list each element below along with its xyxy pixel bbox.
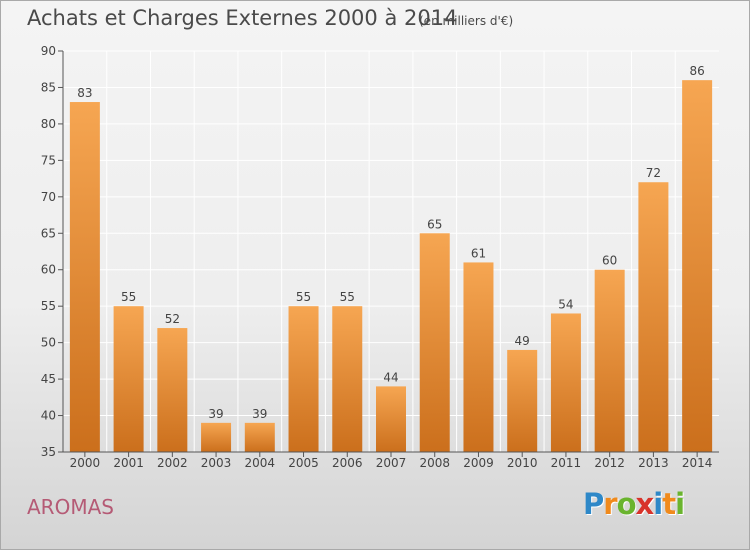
- data-label: 52: [165, 312, 180, 326]
- x-tick-label: 2011: [551, 456, 582, 470]
- y-tick-label: 35: [41, 445, 56, 459]
- y-tick-label: 80: [41, 117, 56, 131]
- x-tick-label: 2002: [157, 456, 188, 470]
- bar: [288, 306, 319, 452]
- commune-name: AROMAS: [27, 495, 114, 519]
- axes: 35 40 45 50 55 60 65 70 75 80 85 90 2000 2001 2002 2003…: [41, 44, 719, 470]
- bar: [113, 306, 144, 452]
- logo-letter: i: [653, 487, 663, 521]
- y-tick-label: 90: [41, 44, 56, 58]
- bar: [638, 182, 669, 452]
- bar: [157, 328, 188, 452]
- x-tick-label: 2007: [376, 456, 407, 470]
- y-tick-label: 55: [41, 299, 56, 313]
- x-tick-label: 2010: [507, 456, 538, 470]
- x-tick-label: 2004: [245, 456, 276, 470]
- logo-letter: r: [603, 487, 617, 521]
- bar: [69, 102, 100, 452]
- bar: [682, 80, 713, 452]
- bar: [463, 262, 494, 452]
- data-label: 60: [602, 254, 617, 268]
- bar: [244, 422, 275, 452]
- data-label: 55: [121, 290, 136, 304]
- data-label: 55: [340, 290, 355, 304]
- x-tick-label: 2001: [113, 456, 144, 470]
- x-tick-label: 2013: [638, 456, 669, 470]
- data-label: 86: [689, 64, 704, 78]
- y-tick-label: 65: [41, 226, 56, 240]
- x-tick-label: 2006: [332, 456, 363, 470]
- y-tick-label: 85: [41, 80, 56, 94]
- data-label: 49: [515, 334, 530, 348]
- y-tick-label: 70: [41, 190, 56, 204]
- x-tick-label: 2005: [288, 456, 319, 470]
- bar: [332, 306, 363, 452]
- bar: [376, 386, 406, 452]
- data-label: 61: [471, 246, 486, 260]
- proxiti-logo[interactable]: Proxiti: [583, 487, 685, 521]
- data-label: 72: [646, 166, 661, 180]
- x-tick-label: 2014: [682, 456, 713, 470]
- logo-letter: x: [635, 487, 655, 521]
- bar: [550, 313, 581, 452]
- data-label: 55: [296, 290, 311, 304]
- data-label: 39: [252, 407, 267, 421]
- x-tick-label: 2009: [463, 456, 494, 470]
- bar: [594, 269, 625, 452]
- logo-letter: t: [662, 487, 676, 521]
- y-tick-label: 45: [41, 372, 56, 386]
- chart-subtitle: (en milliers d'€): [419, 14, 514, 28]
- chart-title: Achats et Charges Externes 2000 à 2014: [27, 6, 458, 30]
- x-tick-label: 2000: [70, 456, 101, 470]
- x-tick-label: 2012: [594, 456, 625, 470]
- bar: [419, 233, 450, 452]
- y-tick-label: 40: [41, 409, 56, 423]
- bar: [201, 422, 232, 452]
- data-label: 65: [427, 217, 442, 231]
- data-label: 44: [383, 370, 398, 384]
- x-tick-label: 2003: [201, 456, 232, 470]
- logo-letter: o: [616, 487, 637, 521]
- data-label: 54: [558, 297, 573, 311]
- data-label: 83: [77, 86, 92, 100]
- y-tick-label: 60: [41, 263, 56, 277]
- bars: 83 55 52 39 39 55 55 44 65 61 49 54 60 72 86: [69, 64, 713, 452]
- logo-letter: i: [675, 487, 685, 521]
- y-tick-label: 50: [41, 336, 56, 350]
- logo-letter: P: [583, 487, 604, 521]
- y-tick-label: 75: [41, 153, 56, 167]
- bar: [507, 349, 538, 452]
- x-tick-label: 2008: [419, 456, 450, 470]
- data-label: 39: [208, 407, 223, 421]
